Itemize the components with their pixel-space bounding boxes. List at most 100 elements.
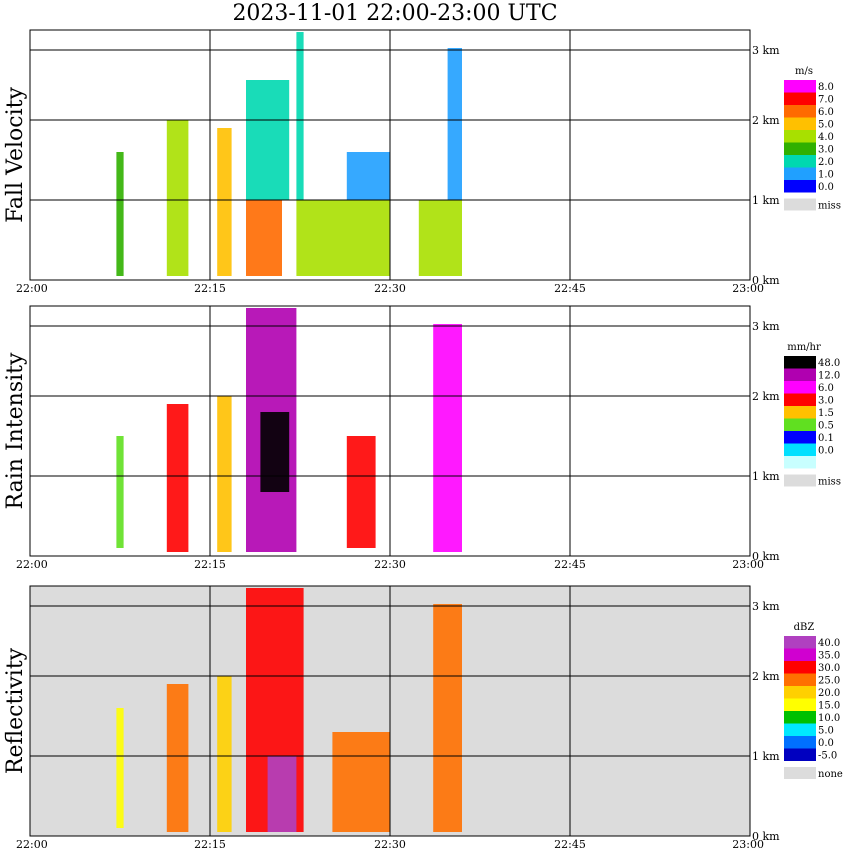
time-tick-label: 23:00 bbox=[732, 558, 764, 571]
chart-title: 2023-11-01 22:00-23:00 UTC bbox=[232, 1, 558, 26]
height-tick-label: 0 km bbox=[752, 550, 780, 563]
echo-cell bbox=[217, 676, 232, 832]
plot-frame bbox=[29, 305, 751, 557]
time-tick-label: 23:00 bbox=[732, 838, 764, 851]
echo-cell bbox=[267, 756, 297, 832]
colorbar-level-label: 2.0 bbox=[818, 157, 834, 168]
echo-cell bbox=[447, 48, 462, 200]
echo-cell bbox=[296, 32, 304, 200]
echo-cell bbox=[433, 604, 462, 832]
colorbar-swatch bbox=[784, 456, 816, 469]
echo-cell bbox=[246, 80, 290, 200]
time-tick-label: 22:15 bbox=[194, 838, 226, 851]
time-tick-label: 22:30 bbox=[374, 282, 406, 295]
echo-cell bbox=[217, 128, 232, 276]
time-tick-label: 22:00 bbox=[16, 282, 48, 295]
colorbar-swatch bbox=[784, 117, 816, 130]
colorbar-level-label: 30.0 bbox=[818, 663, 840, 674]
colorbar-swatch bbox=[784, 431, 816, 444]
echo-cell bbox=[116, 436, 124, 548]
echo-cell bbox=[346, 152, 390, 200]
colorbar-swatch bbox=[784, 636, 816, 649]
colorbar-level-label: 4.0 bbox=[818, 132, 834, 143]
colorbar-level-label: 6.0 bbox=[818, 107, 834, 118]
time-tick-label: 22:45 bbox=[554, 558, 586, 571]
colorbar-level-label: -5.0 bbox=[818, 751, 837, 762]
panel-1: 22:00 22:15 22:30 22:45 23:000 km 1 km 2 km 3 k… bbox=[3, 305, 841, 571]
colorbar-swatch bbox=[784, 180, 816, 193]
colorbar-swatch bbox=[784, 381, 816, 394]
colorbar-swatch bbox=[784, 418, 816, 431]
colorbar-level-label: 3.0 bbox=[818, 396, 834, 407]
colorbar-level-label: 48.0 bbox=[818, 358, 840, 369]
colorbar-swatch bbox=[784, 673, 816, 686]
panel-0: 22:00 22:15 22:30 22:45 23:000 km 1 km 2 km 3 k… bbox=[3, 29, 841, 295]
colorbar-swatch bbox=[784, 155, 816, 168]
time-tick-label: 22:45 bbox=[554, 282, 586, 295]
colorbar-swatch bbox=[784, 723, 816, 736]
echo-cell bbox=[433, 324, 462, 552]
colorbar-level-label: 10.0 bbox=[818, 713, 840, 724]
colorbar-level-label: 12.0 bbox=[818, 371, 840, 382]
echo-cell bbox=[166, 404, 189, 552]
colorbar-swatch bbox=[784, 748, 816, 761]
colorbar-swatch bbox=[784, 105, 816, 118]
colorbar-level-label: 25.0 bbox=[818, 676, 840, 687]
colorbar-swatch bbox=[784, 698, 816, 711]
time-tick-label: 22:45 bbox=[554, 838, 586, 851]
height-tick-label: 2 km bbox=[752, 114, 780, 127]
echo-cell bbox=[332, 732, 390, 832]
colorbar-extra-label: miss bbox=[818, 477, 841, 488]
height-tick-label: 3 km bbox=[752, 320, 780, 333]
colorbar-level-label: 3.0 bbox=[818, 145, 834, 156]
colorbar-swatch bbox=[784, 130, 816, 143]
height-tick-label: 2 km bbox=[752, 670, 780, 683]
colorbar-swatch bbox=[784, 368, 816, 381]
colorbar-swatch bbox=[784, 167, 816, 180]
echo-cell bbox=[166, 120, 189, 276]
echo-cell bbox=[418, 200, 462, 276]
colorbar-swatch bbox=[784, 92, 816, 105]
colorbar-unit: dBZ bbox=[794, 622, 815, 633]
colorbar-level-label: 0.0 bbox=[818, 738, 834, 749]
time-tick-label: 22:30 bbox=[374, 838, 406, 851]
colorbar-level-label: 8.0 bbox=[818, 82, 834, 93]
colorbar-swatch bbox=[784, 356, 816, 369]
echo-cell bbox=[260, 412, 290, 492]
plot-frame bbox=[29, 585, 751, 837]
colorbar-level-label: 0.1 bbox=[818, 433, 834, 444]
colorbar-level-label: 1.5 bbox=[818, 408, 834, 419]
echo-cell bbox=[116, 152, 124, 276]
colorbar-swatch bbox=[784, 80, 816, 93]
echo-cell bbox=[116, 708, 124, 828]
height-tick-label: 3 km bbox=[752, 44, 780, 57]
colorbar-level-label: 20.0 bbox=[818, 688, 840, 699]
colorbar-swatch bbox=[784, 661, 816, 674]
colorbar-extra-swatch bbox=[784, 474, 816, 487]
colorbar-swatch bbox=[784, 648, 816, 661]
time-tick-label: 22:30 bbox=[374, 558, 406, 571]
colorbar-extra-swatch bbox=[784, 767, 816, 779]
colorbar-extra-swatch bbox=[784, 198, 816, 211]
plot-frame bbox=[29, 29, 751, 281]
panel-ylabel: Fall Velocity bbox=[3, 87, 28, 223]
colorbar-swatch bbox=[784, 711, 816, 724]
echo-cell bbox=[217, 396, 232, 552]
time-tick-label: 22:15 bbox=[194, 282, 226, 295]
colorbar-unit: m/s bbox=[795, 66, 813, 77]
echo-cell bbox=[296, 200, 390, 276]
colorbar-swatch bbox=[784, 406, 816, 419]
colorbar-level-label: 6.0 bbox=[818, 383, 834, 394]
colorbar-level-label: 5.0 bbox=[818, 726, 834, 737]
panel-ylabel: Rain Intensity bbox=[3, 352, 28, 509]
colorbar-swatch bbox=[784, 686, 816, 699]
colorbar-level-label: 1.0 bbox=[818, 170, 834, 181]
colorbar-swatch bbox=[784, 736, 816, 749]
height-tick-label: 0 km bbox=[752, 274, 780, 287]
time-tick-label: 22:15 bbox=[194, 558, 226, 571]
colorbar-extra-label: miss bbox=[818, 201, 841, 212]
echo-cell bbox=[246, 200, 282, 276]
colorbar-level-label: 7.0 bbox=[818, 95, 834, 106]
echo-cell bbox=[346, 436, 376, 548]
height-tick-label: 3 km bbox=[752, 600, 780, 613]
